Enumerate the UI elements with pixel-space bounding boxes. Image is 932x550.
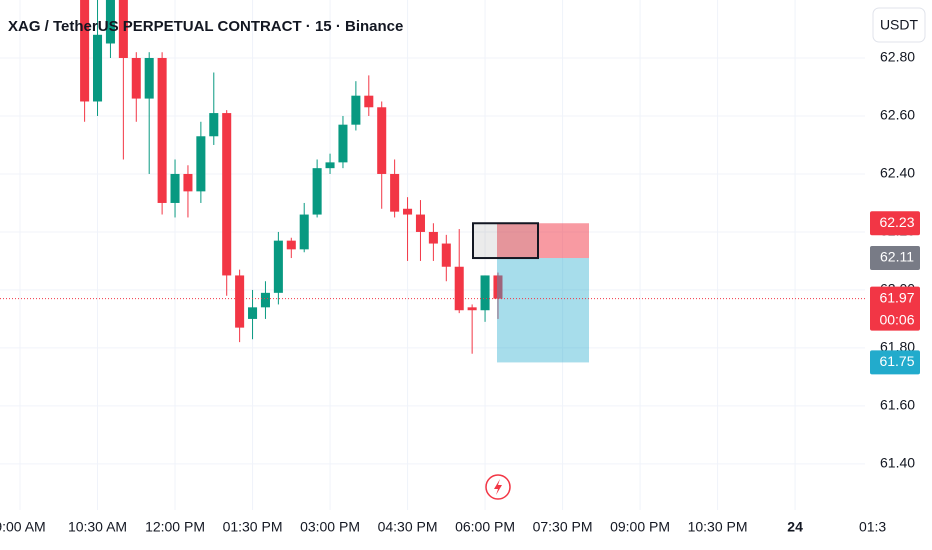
x-tick-label: 07:30 PM (533, 519, 593, 535)
x-tick-label: 24 (787, 519, 803, 535)
candle-body (273, 240, 283, 293)
y-tick-label: 61.40 (880, 455, 915, 471)
candle-body (441, 243, 451, 267)
candle-body (183, 173, 193, 192)
candle-body (390, 173, 400, 212)
last-price-label: 61.97 (879, 289, 914, 305)
candle-body (467, 307, 477, 311)
candle-body (377, 107, 387, 174)
y-tick-label: 61.60 (880, 397, 915, 413)
marked-box (472, 222, 539, 260)
x-tick-label: 12:00 PM (145, 519, 205, 535)
y-tick-label: 62.40 (880, 165, 915, 181)
candle-body (105, 0, 115, 44)
target-zone (497, 258, 589, 363)
stop-zone (497, 223, 589, 259)
candle-body (415, 214, 425, 232)
candle-body (493, 275, 503, 299)
candle-body (480, 275, 490, 311)
currency-button[interactable] (872, 7, 926, 43)
candle-body (325, 162, 335, 169)
candle-body (93, 34, 103, 102)
x-tick-label: 09:00 PM (610, 519, 670, 535)
candle-body (364, 95, 374, 108)
stop-label-box (870, 211, 920, 236)
candle-body (118, 0, 128, 58)
x-tick-label: 04:30 PM (378, 519, 438, 535)
plot (0, 0, 865, 363)
candle-body (235, 275, 245, 328)
candle-body (351, 95, 361, 125)
candle-body (403, 208, 413, 215)
candle-body (196, 136, 206, 192)
target-label-box (870, 350, 920, 375)
x-tick-label: 10:30 PM (688, 519, 748, 535)
last-price-label-box (870, 286, 920, 331)
candle-body (260, 292, 270, 308)
x-tick-label: 03:00 PM (300, 519, 360, 535)
candle-body (157, 57, 167, 203)
y-tick-label: 62.80 (880, 49, 915, 65)
grid (0, 0, 865, 510)
x-tick-label: 01:3 (859, 519, 886, 535)
axis: 62.8062.6062.4062.2062.0061.8061.6061.40… (0, 49, 920, 535)
entry-label-box (870, 246, 920, 271)
candle-body (80, 0, 90, 102)
y-tick-label: 62.60 (880, 107, 915, 123)
candle-body (144, 57, 154, 99)
target-label: 61.75 (879, 353, 914, 369)
candle-body (222, 113, 232, 276)
chart-title: XAG / TetherUS PERPETUAL CONTRACT · 15 ·… (8, 18, 403, 35)
currency-label[interactable]: USDT (880, 17, 919, 33)
lightning-icon[interactable] (485, 474, 511, 500)
candle-body (170, 173, 180, 203)
x-tick-label: 10:30 AM (68, 519, 127, 535)
x-tick-label: 9:00 AM (0, 519, 46, 535)
candle-body (131, 57, 141, 99)
candle-body (312, 168, 322, 215)
candle-body (454, 266, 464, 311)
candle-body (286, 240, 296, 250)
candle-body (248, 307, 258, 319)
x-tick-label: 06:00 PM (455, 519, 515, 535)
entry-label: 62.11 (880, 249, 914, 265)
candle-body (428, 231, 438, 244)
countdown-label: 00:06 (879, 311, 914, 327)
candle-body (299, 214, 309, 250)
candle-body (209, 113, 219, 137)
candle-body (338, 124, 348, 163)
stop-label: 62.23 (879, 214, 914, 230)
x-tick-label: 01:30 PM (223, 519, 283, 535)
